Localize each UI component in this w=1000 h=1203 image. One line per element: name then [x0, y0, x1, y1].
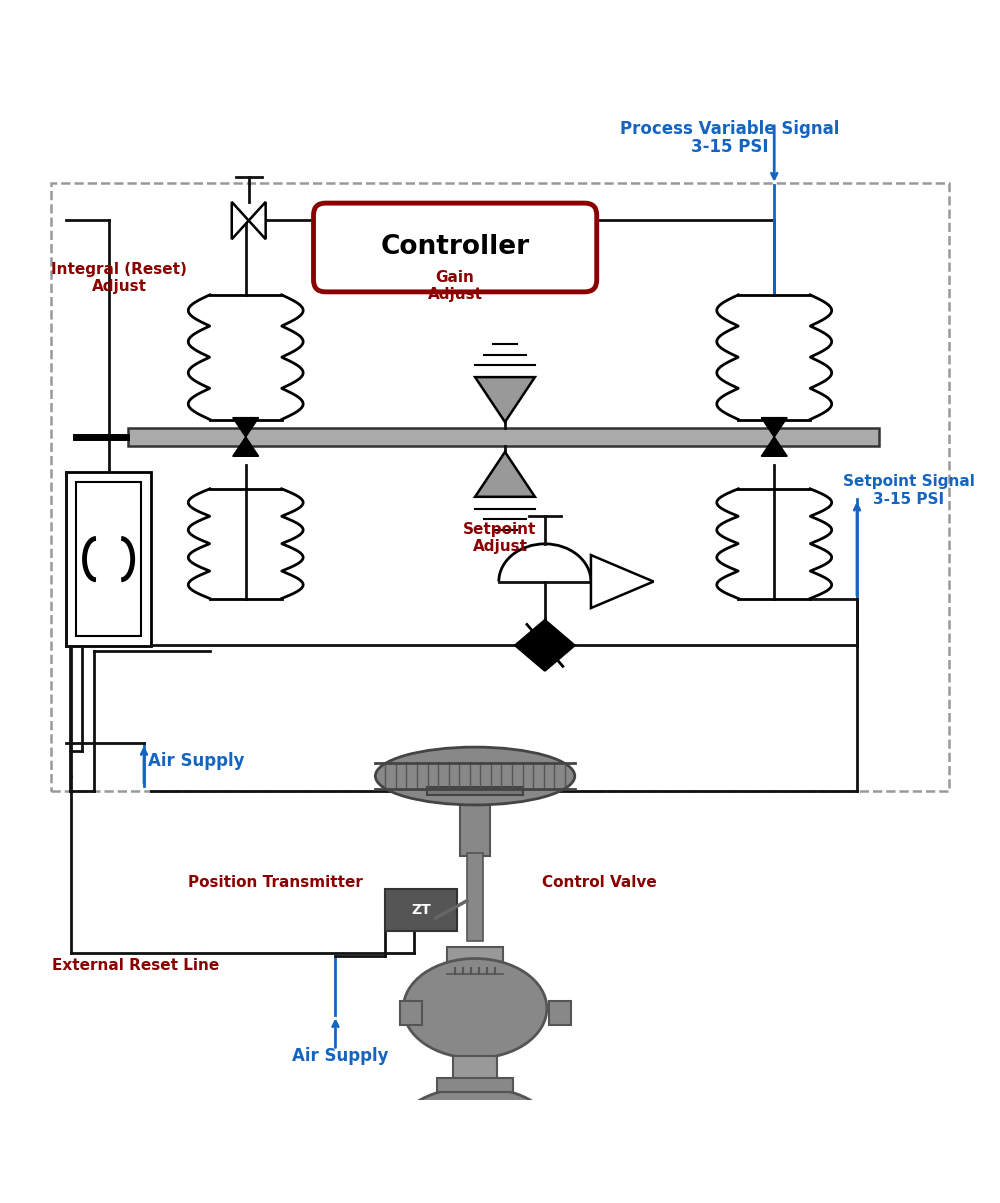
- Text: Integral (Reset): Integral (Reset): [51, 262, 187, 277]
- Text: Adjust: Adjust: [92, 279, 147, 294]
- FancyBboxPatch shape: [549, 1001, 571, 1025]
- Text: Setpoint Signal: Setpoint Signal: [843, 474, 975, 490]
- FancyBboxPatch shape: [460, 788, 490, 855]
- Text: Process Variable Signal: Process Variable Signal: [620, 120, 839, 138]
- FancyBboxPatch shape: [66, 472, 151, 646]
- Polygon shape: [545, 620, 575, 671]
- Ellipse shape: [375, 747, 575, 805]
- Polygon shape: [761, 437, 787, 456]
- Polygon shape: [761, 417, 787, 437]
- Text: Setpoint: Setpoint: [463, 522, 537, 538]
- Text: Adjust: Adjust: [473, 539, 528, 555]
- FancyBboxPatch shape: [128, 428, 879, 446]
- FancyBboxPatch shape: [467, 853, 483, 941]
- Text: External Reset Line: External Reset Line: [52, 958, 220, 973]
- FancyBboxPatch shape: [385, 889, 457, 931]
- FancyBboxPatch shape: [437, 1078, 513, 1092]
- Polygon shape: [717, 295, 832, 420]
- Polygon shape: [232, 202, 249, 239]
- FancyBboxPatch shape: [453, 1056, 497, 1080]
- Polygon shape: [233, 417, 259, 437]
- Polygon shape: [249, 202, 266, 239]
- FancyBboxPatch shape: [314, 203, 597, 292]
- Text: Air Supply: Air Supply: [292, 1048, 389, 1065]
- Text: Controller: Controller: [381, 235, 530, 261]
- Text: Air Supply: Air Supply: [148, 752, 244, 770]
- Text: Control Valve: Control Valve: [542, 876, 657, 890]
- Polygon shape: [475, 377, 535, 422]
- Ellipse shape: [400, 1088, 550, 1167]
- Text: 3-15 PSI: 3-15 PSI: [873, 492, 944, 508]
- Polygon shape: [591, 555, 654, 608]
- Text: Gain: Gain: [436, 269, 475, 285]
- Polygon shape: [515, 620, 545, 671]
- Text: Position Transmitter: Position Transmitter: [188, 876, 363, 890]
- Polygon shape: [188, 295, 303, 420]
- FancyBboxPatch shape: [400, 1001, 422, 1025]
- Ellipse shape: [410, 1134, 540, 1184]
- Text: ZT: ZT: [411, 902, 431, 917]
- Polygon shape: [188, 488, 303, 599]
- Text: 3-15 PSI: 3-15 PSI: [691, 138, 768, 155]
- FancyBboxPatch shape: [447, 947, 503, 968]
- Polygon shape: [717, 488, 832, 599]
- Text: Adjust: Adjust: [428, 286, 483, 302]
- Ellipse shape: [403, 959, 547, 1059]
- FancyBboxPatch shape: [427, 787, 523, 795]
- Polygon shape: [233, 437, 259, 456]
- Polygon shape: [475, 452, 535, 497]
